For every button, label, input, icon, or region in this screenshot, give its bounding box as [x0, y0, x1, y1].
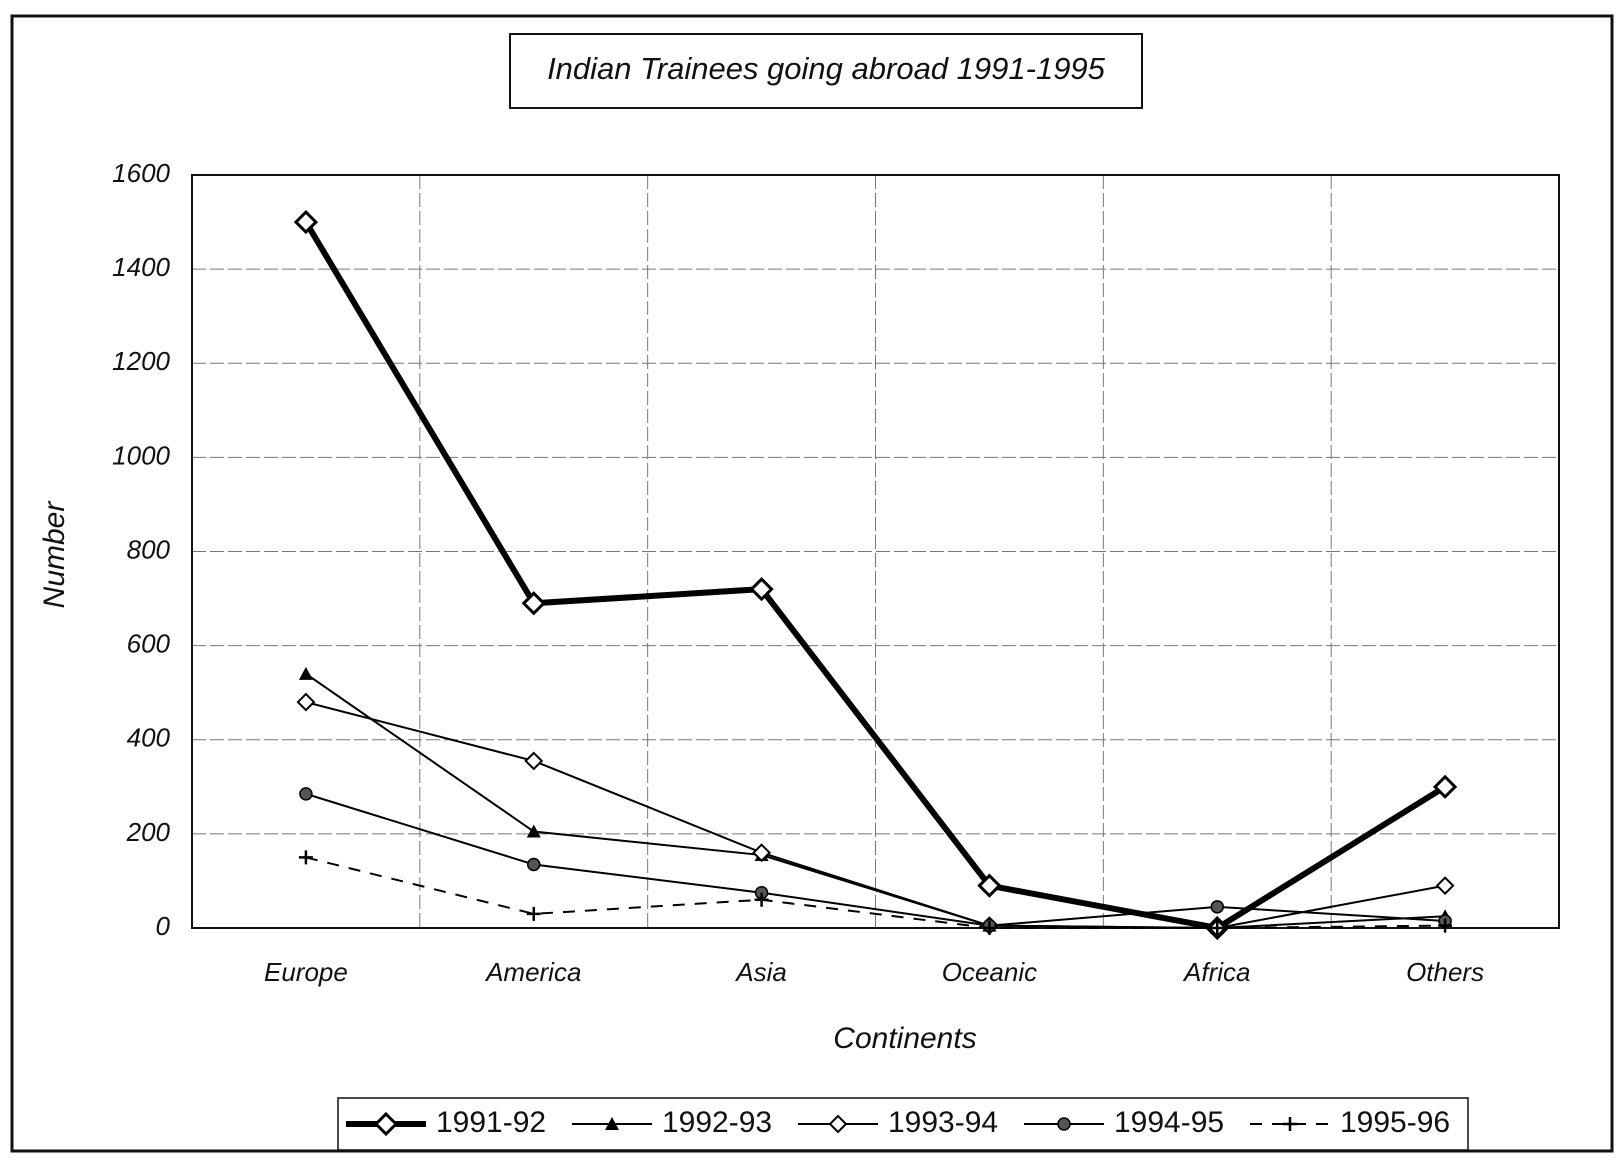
marker: [293, 209, 319, 235]
marker: [526, 824, 541, 838]
marker: [298, 850, 313, 865]
marker: [1210, 900, 1224, 914]
marker: [296, 692, 316, 712]
marker: [752, 843, 771, 863]
plot-area: [191, 174, 1560, 929]
marker: [982, 921, 997, 935]
chart-title: Indian Trainees going abroad 1991-1995: [547, 51, 1106, 86]
series-line: [305, 792, 1446, 927]
y-tick-label: 0: [156, 911, 171, 941]
y-tick-label: 1400: [112, 252, 170, 282]
marker: [298, 666, 313, 680]
legend-box: [337, 1097, 1469, 1151]
title-box: [509, 33, 1143, 109]
marker: [526, 906, 541, 921]
marker: [521, 591, 546, 616]
marker: [605, 1117, 619, 1130]
series-line: [305, 701, 1446, 930]
series-line: [305, 856, 1446, 929]
y-tick-label: 800: [127, 534, 171, 564]
legend-label: 1992-93: [662, 1106, 772, 1139]
marker: [524, 751, 544, 771]
legend-label: 1991-92: [436, 1106, 546, 1139]
legend-label: 1993-94: [888, 1106, 998, 1139]
y-tick-label: 400: [127, 723, 171, 753]
x-tick-label: Africa: [1182, 957, 1250, 987]
x-tick-label: Europe: [264, 957, 348, 987]
marker: [828, 1114, 848, 1134]
legend-label: 1995-96: [1340, 1106, 1450, 1139]
marker: [299, 787, 313, 801]
x-axis-label: Continents: [833, 1022, 976, 1055]
marker: [1438, 918, 1453, 933]
marker: [749, 577, 774, 602]
y-tick-label: 200: [126, 817, 171, 847]
marker: [1432, 774, 1458, 799]
marker: [527, 857, 541, 872]
x-tick-label: Asia: [734, 957, 787, 987]
marker: [1210, 921, 1225, 935]
x-tick-label: Others: [1406, 957, 1484, 987]
series-line: [305, 673, 1446, 930]
x-tick-label: America: [484, 957, 581, 987]
y-tick-label: 600: [127, 629, 171, 659]
y-tick-label: 1000: [112, 440, 170, 470]
y-tick-label: 1600: [112, 158, 170, 188]
x-tick-label: Oceanic: [942, 957, 1037, 987]
marker: [977, 873, 1002, 898]
marker: [1057, 1117, 1071, 1131]
marker: [373, 1111, 399, 1137]
marker: [754, 892, 769, 907]
y-axis-label: Number: [38, 501, 71, 609]
y-tick-label: 1200: [112, 346, 170, 376]
marker: [1283, 1117, 1297, 1131]
chart-border: [10, 14, 1614, 1153]
series-line: [303, 220, 1447, 932]
legend-label: 1994-95: [1114, 1106, 1224, 1139]
marker: [1435, 876, 1455, 896]
